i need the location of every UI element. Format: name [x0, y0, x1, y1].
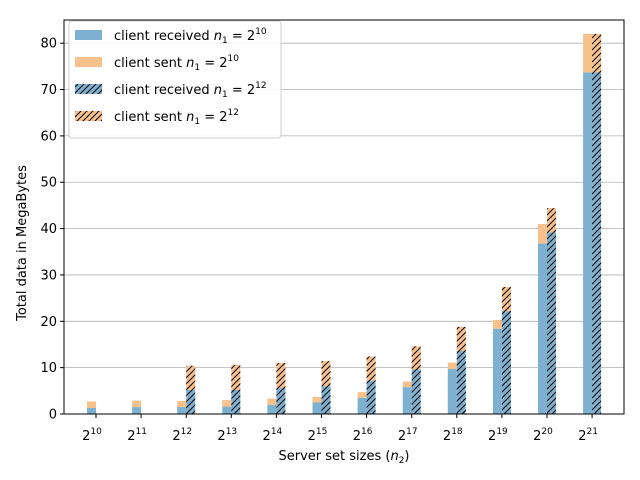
bar-sent: [312, 396, 322, 403]
y-tick-label: 0: [49, 408, 57, 423]
bar-sent: [222, 400, 232, 407]
y-tick-label: 60: [40, 129, 57, 144]
y-axis-label: Total data in MegaBytes: [15, 165, 30, 322]
bar-sent-hatch: [231, 364, 241, 390]
bar-received: [357, 397, 367, 414]
ticks-layer: 0 10 20 30 40 50 60 70 80 210 211 212 213 214 215 216 21…: [40, 37, 598, 444]
bar-received-hatch: [231, 389, 241, 414]
x-tick-label: 219: [488, 427, 508, 444]
bar-sent-hatch: [592, 33, 602, 73]
bar-sent-hatch: [366, 356, 376, 381]
bar-received-hatch: [547, 232, 556, 414]
bar-received: [492, 328, 502, 414]
y-tick-label: 80: [40, 37, 57, 52]
x-tick-label: 220: [533, 427, 553, 444]
bar-sent-hatch: [276, 363, 286, 389]
x-tick-label: 221: [578, 427, 598, 444]
legend-swatch: [75, 57, 102, 67]
axes-layer: [63, 19, 625, 415]
legend-label: client sent n1 = 212: [114, 108, 239, 127]
bar-received: [222, 406, 232, 414]
bar-received-hatch: [276, 388, 286, 414]
bar-received: [132, 407, 142, 414]
bar-received: [177, 407, 187, 414]
legend-box: [68, 20, 282, 139]
bar-received: [402, 387, 412, 414]
y-tick-label: 40: [40, 222, 57, 237]
bar-sent-hatch: [547, 208, 556, 233]
bar-received-hatch: [592, 72, 602, 415]
axes-frame: [63, 19, 625, 415]
legend-swatch-hatch: [75, 84, 102, 94]
bar-sent: [447, 362, 457, 370]
bar-received: [312, 402, 322, 414]
bar-sent: [538, 223, 547, 244]
bar-received: [87, 407, 96, 414]
bar-sent-hatch: [411, 346, 421, 370]
bar-received: [538, 243, 547, 414]
bar-sent: [492, 319, 502, 329]
bar-sent: [87, 401, 96, 408]
legend-label: client received n1 = 210: [114, 27, 267, 46]
bar-sent: [402, 381, 412, 388]
bar-received-hatch: [501, 311, 511, 414]
bar-sent: [583, 33, 593, 73]
bar-sent: [357, 392, 367, 398]
bar-sent-hatch: [456, 326, 466, 351]
y-tick-label: 20: [40, 315, 57, 330]
bar-sent: [267, 398, 277, 405]
bar-sent-hatch: [501, 286, 511, 312]
bar-received: [447, 369, 457, 414]
x-tick-label: 217: [398, 427, 418, 444]
bar-received-hatch: [366, 380, 376, 414]
bars-layer: [87, 33, 602, 415]
y-tick-label: 70: [40, 83, 57, 98]
x-axis-label: Server set sizes (n2): [278, 449, 409, 466]
bar-received: [583, 72, 593, 415]
x-tick-label: 215: [308, 427, 328, 444]
bar-sent-hatch: [186, 365, 196, 390]
x-tick-label: 218: [443, 427, 463, 444]
legend-swatch-hatch: [75, 111, 102, 121]
bar-received: [267, 404, 277, 414]
y-tick-label: 50: [40, 176, 57, 191]
bar-sent: [132, 400, 142, 408]
legend-label: client received n1 = 212: [114, 81, 267, 100]
bar-received-hatch: [186, 389, 196, 414]
bar-sent: [177, 401, 187, 408]
x-tick-label: 210: [82, 427, 102, 444]
y-tick-label: 30: [40, 268, 57, 283]
y-tick-label: 10: [40, 361, 57, 376]
bar-received-hatch: [456, 350, 466, 414]
legend-swatch: [75, 30, 102, 40]
x-tick-label: 213: [217, 427, 237, 444]
legend: client received n1 = 210 client sent n1 =…: [68, 20, 282, 139]
x-tick-label: 211: [127, 427, 147, 444]
x-tick-label: 214: [263, 427, 283, 444]
x-tick-label: 212: [172, 427, 192, 444]
x-tick-label: 216: [353, 427, 373, 444]
bar-received-hatch: [411, 369, 421, 414]
bar-sent-hatch: [321, 361, 331, 387]
legend-label: client sent n1 = 210: [114, 54, 239, 73]
bar-received-hatch: [321, 386, 331, 414]
